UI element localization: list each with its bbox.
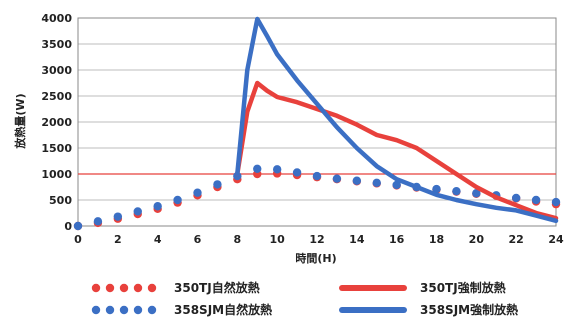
series-2-point-18 — [432, 184, 441, 194]
x-tick-label-18: 18 — [429, 233, 444, 246]
x-tick-label-12: 12 — [309, 233, 324, 246]
legend: 350TJ自然放熱 350TJ強制放熱 358SJM自然放熱 358SJM強制放熱 — [91, 280, 518, 317]
series-2-point-15 — [372, 178, 381, 188]
series-2-point-3 — [133, 207, 142, 216]
x-tick-label-8: 8 — [234, 233, 242, 246]
x-axis-label: 時間(H) — [295, 251, 336, 265]
legend-item-3: 358SJM自然放熱 — [91, 302, 272, 317]
legend-label: 358SJM強制放熱 — [420, 302, 518, 317]
x-axis-ticks: 0 2 4 6 8 10 12 14 16 18 20 22 24 — [74, 233, 564, 246]
series-2-point-22 — [511, 193, 521, 203]
series-2-point-4 — [153, 202, 162, 211]
legend-label: 350TJ自然放熱 — [174, 280, 260, 295]
legend-label: 358SJM自然放熱 — [174, 302, 272, 317]
y-tick-label-4000: 4000 — [41, 12, 72, 25]
series-2-point-23 — [531, 195, 541, 205]
series-2-point-19 — [452, 186, 461, 196]
series-2-point-12 — [312, 171, 322, 181]
series-2-point-13 — [332, 174, 342, 183]
plot-border — [77, 17, 557, 227]
series-2 — [73, 164, 561, 231]
legend-marker-dot — [133, 305, 143, 315]
legend-item-4: 358SJM強制放熱 — [339, 302, 518, 317]
series-4 — [235, 16, 559, 224]
series-2-point-10 — [272, 165, 282, 174]
legend-marker-dot — [133, 283, 143, 293]
series-3-line — [235, 80, 559, 221]
legend-marker-dot — [105, 283, 115, 293]
x-tick-label-4: 4 — [154, 233, 162, 246]
y-tick-label-3000: 3000 — [41, 64, 72, 77]
y-axis-ticks: 0 500 1000 1500 2000 2500 3000 3500 4000 — [41, 12, 72, 233]
legend-item-2: 350TJ強制放熱 — [339, 280, 506, 295]
x-tick-label-6: 6 — [194, 233, 202, 246]
x-tick-label-22: 22 — [509, 233, 524, 246]
series-2-point-20 — [472, 189, 481, 198]
y-tick-label-1500: 1500 — [41, 142, 72, 155]
y-axis-label: 放熱量(W) — [13, 93, 27, 149]
series-2-point-0 — [73, 221, 83, 231]
series-2-point-2 — [113, 212, 123, 221]
series-3 — [235, 80, 559, 221]
legend-label: 350TJ強制放熱 — [420, 280, 506, 295]
series-2-point-5 — [173, 195, 182, 205]
series-2-point-16 — [392, 180, 401, 190]
x-tick-label-10: 10 — [270, 233, 286, 246]
legend-item-1: 350TJ自然放熱 — [91, 280, 260, 295]
series-4-line — [235, 16, 559, 224]
y-tick-label-1000: 1000 — [41, 168, 72, 181]
y-tick-label-3500: 3500 — [41, 38, 72, 51]
x-tick-label-16: 16 — [389, 233, 405, 246]
series-2-point-9 — [253, 164, 262, 173]
y-tick-label-500: 500 — [49, 194, 72, 207]
series-2-point-1 — [93, 217, 103, 226]
legend-marker-dot — [91, 305, 101, 315]
x-tick-label-2: 2 — [114, 233, 122, 246]
y-tick-label-2500: 2500 — [41, 90, 72, 103]
legend-marker-dot — [119, 305, 129, 315]
series-2-point-14 — [352, 176, 362, 185]
grid-lines — [78, 17, 556, 227]
y-tick-label-0: 0 — [64, 220, 72, 233]
legend-marker-dot — [91, 283, 101, 293]
y-tick-label-2000: 2000 — [41, 116, 72, 129]
legend-marker-dot — [147, 305, 157, 315]
series-2-point-24 — [551, 197, 561, 207]
series-2-point-6 — [193, 188, 202, 197]
legend-marker-dot — [147, 283, 157, 293]
x-tick-label-20: 20 — [469, 233, 485, 246]
x-tick-label-0: 0 — [74, 233, 82, 246]
plot-frame — [77, 17, 557, 227]
series-2-point-11 — [292, 168, 302, 177]
legend-marker-dot — [119, 283, 129, 293]
series-layer — [73, 16, 561, 231]
legend-marker-dot — [105, 305, 115, 315]
series-2-point-7 — [213, 180, 222, 189]
x-tick-label-14: 14 — [349, 233, 365, 246]
x-tick-label-24: 24 — [548, 233, 564, 246]
